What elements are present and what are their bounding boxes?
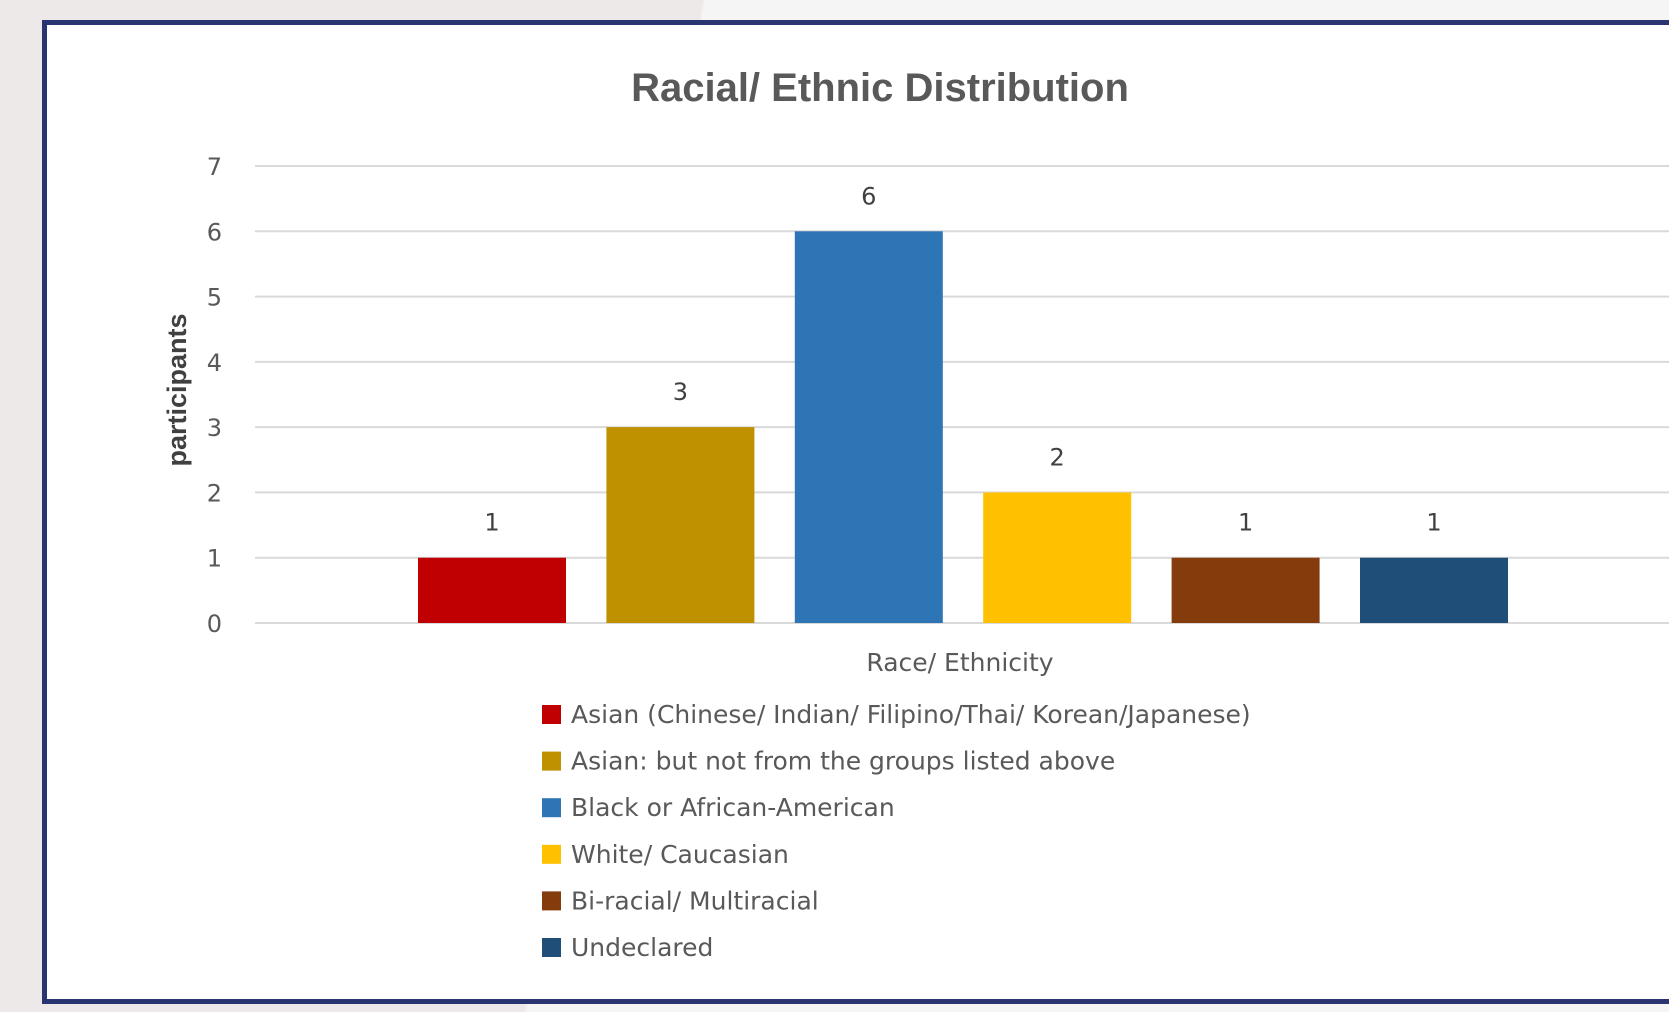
y-axis-ticks: 0 1 2 3 4 5 6 7 <box>207 153 222 638</box>
bar <box>1360 558 1508 623</box>
legend-label: Black or African-American <box>571 793 895 822</box>
legend-item: Asian (Chinese/ Indian/ Filipino/Thai/ K… <box>542 700 1251 729</box>
legend-item: Bi-racial/ Multiracial <box>542 886 819 915</box>
y-tick-label: 5 <box>207 284 222 312</box>
legend-swatch <box>542 891 561 910</box>
data-label: 6 <box>861 182 876 210</box>
y-tick-label: 7 <box>207 153 222 181</box>
legend-swatch <box>542 938 561 957</box>
bar <box>795 231 943 623</box>
gridlines <box>255 166 1669 623</box>
legend-swatch <box>542 705 561 724</box>
data-label: 2 <box>1050 443 1065 471</box>
legend-item: Asian: but not from the groups listed ab… <box>542 747 1115 776</box>
y-tick-label: 1 <box>207 545 222 573</box>
legend-label: White/ Caucasian <box>571 840 789 869</box>
legend-label: Asian: but not from the groups listed ab… <box>571 747 1115 776</box>
bar <box>983 492 1131 623</box>
bar <box>418 558 566 623</box>
y-axis-label: participants <box>162 313 192 466</box>
legend-label: Undeclared <box>571 933 713 962</box>
legend-item: Undeclared <box>542 933 713 962</box>
data-label: 1 <box>484 509 499 537</box>
bar <box>1172 558 1320 623</box>
bar <box>606 427 754 623</box>
legend-swatch <box>542 752 561 771</box>
data-label: 3 <box>673 378 688 406</box>
y-tick-label: 4 <box>207 349 222 377</box>
legend-swatch <box>542 798 561 817</box>
legend-item: Black or African-American <box>542 793 895 822</box>
y-tick-label: 3 <box>207 414 222 442</box>
legend: Asian (Chinese/ Indian/ Filipino/Thai/ K… <box>542 700 1251 962</box>
y-tick-label: 6 <box>207 218 222 246</box>
chart-title: Racial/ Ethnic Distribution <box>631 66 1129 110</box>
x-axis-label: Race/ Ethnicity <box>866 648 1053 677</box>
legend-label: Bi-racial/ Multiracial <box>571 886 819 915</box>
y-tick-label: 0 <box>207 610 222 638</box>
data-label: 1 <box>1426 509 1441 537</box>
y-tick-label: 2 <box>207 479 222 507</box>
legend-swatch <box>542 845 561 864</box>
data-label: 1 <box>1238 509 1253 537</box>
legend-label: Asian (Chinese/ Indian/ Filipino/Thai/ K… <box>571 700 1251 729</box>
legend-item: White/ Caucasian <box>542 840 789 869</box>
